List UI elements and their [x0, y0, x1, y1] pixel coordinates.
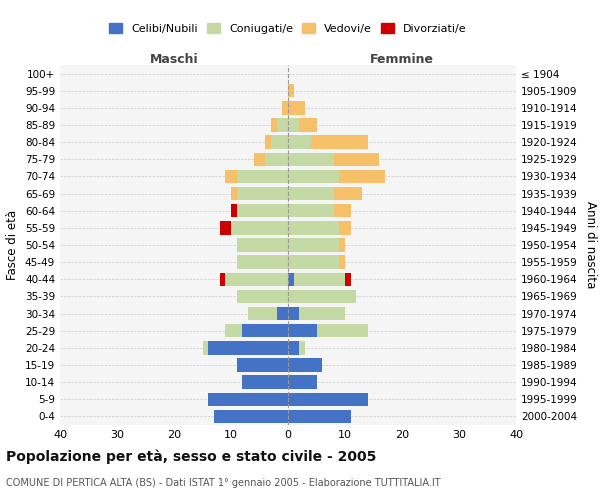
Bar: [283, 101, 288, 114]
Bar: [220, 221, 231, 234]
Bar: [288, 324, 317, 338]
Bar: [288, 204, 334, 218]
Bar: [288, 290, 356, 303]
Text: Femmine: Femmine: [370, 53, 434, 66]
Bar: [334, 152, 379, 166]
Bar: [345, 272, 350, 286]
Bar: [288, 410, 350, 423]
Y-axis label: Anni di nascita: Anni di nascita: [584, 202, 597, 288]
Bar: [277, 307, 288, 320]
Bar: [277, 118, 288, 132]
Bar: [288, 341, 299, 354]
Bar: [317, 324, 368, 338]
Bar: [340, 170, 385, 183]
Bar: [226, 170, 236, 183]
Bar: [220, 272, 226, 286]
Bar: [248, 307, 277, 320]
Bar: [294, 272, 345, 286]
Bar: [242, 376, 288, 389]
Bar: [288, 118, 299, 132]
Bar: [231, 187, 236, 200]
Bar: [271, 136, 288, 149]
Bar: [226, 272, 288, 286]
Bar: [288, 238, 340, 252]
Bar: [236, 170, 288, 183]
Text: Popolazione per età, sesso e stato civile - 2005: Popolazione per età, sesso e stato civil…: [6, 450, 376, 464]
Bar: [236, 187, 288, 200]
Bar: [288, 136, 311, 149]
Bar: [288, 221, 340, 234]
Bar: [340, 221, 350, 234]
Bar: [299, 118, 317, 132]
Bar: [288, 256, 340, 269]
Bar: [288, 101, 305, 114]
Text: COMUNE DI PERTICA ALTA (BS) - Dati ISTAT 1° gennaio 2005 - Elaborazione TUTTITAL: COMUNE DI PERTICA ALTA (BS) - Dati ISTAT…: [6, 478, 440, 488]
Bar: [288, 376, 317, 389]
Bar: [288, 358, 322, 372]
Y-axis label: Fasce di età: Fasce di età: [7, 210, 19, 280]
Bar: [214, 410, 288, 423]
Bar: [288, 307, 299, 320]
Bar: [203, 341, 208, 354]
Bar: [254, 152, 265, 166]
Bar: [236, 204, 288, 218]
Text: Maschi: Maschi: [149, 53, 199, 66]
Bar: [265, 152, 288, 166]
Bar: [231, 204, 236, 218]
Bar: [236, 238, 288, 252]
Bar: [288, 84, 294, 98]
Bar: [340, 238, 345, 252]
Bar: [288, 187, 334, 200]
Bar: [299, 307, 345, 320]
Bar: [334, 187, 362, 200]
Legend: Celibi/Nubili, Coniugati/e, Vedovi/e, Divorziati/e: Celibi/Nubili, Coniugati/e, Vedovi/e, Di…: [106, 20, 470, 38]
Bar: [242, 324, 288, 338]
Bar: [288, 272, 294, 286]
Bar: [231, 221, 288, 234]
Bar: [226, 324, 242, 338]
Bar: [288, 152, 334, 166]
Bar: [236, 358, 288, 372]
Bar: [265, 136, 271, 149]
Bar: [340, 256, 345, 269]
Bar: [208, 392, 288, 406]
Bar: [299, 341, 305, 354]
Bar: [236, 290, 288, 303]
Bar: [271, 118, 277, 132]
Bar: [288, 170, 340, 183]
Bar: [311, 136, 368, 149]
Bar: [236, 256, 288, 269]
Bar: [288, 392, 368, 406]
Bar: [334, 204, 351, 218]
Bar: [208, 341, 288, 354]
